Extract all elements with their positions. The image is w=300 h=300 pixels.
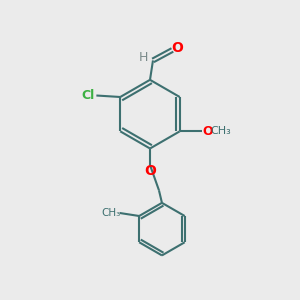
Text: CH₃: CH₃ xyxy=(102,208,121,218)
Text: CH₃: CH₃ xyxy=(211,126,231,136)
Text: O: O xyxy=(144,164,156,178)
Text: O: O xyxy=(202,125,212,138)
Text: O: O xyxy=(172,41,183,56)
Text: H: H xyxy=(139,51,148,64)
Text: Cl: Cl xyxy=(81,89,94,102)
